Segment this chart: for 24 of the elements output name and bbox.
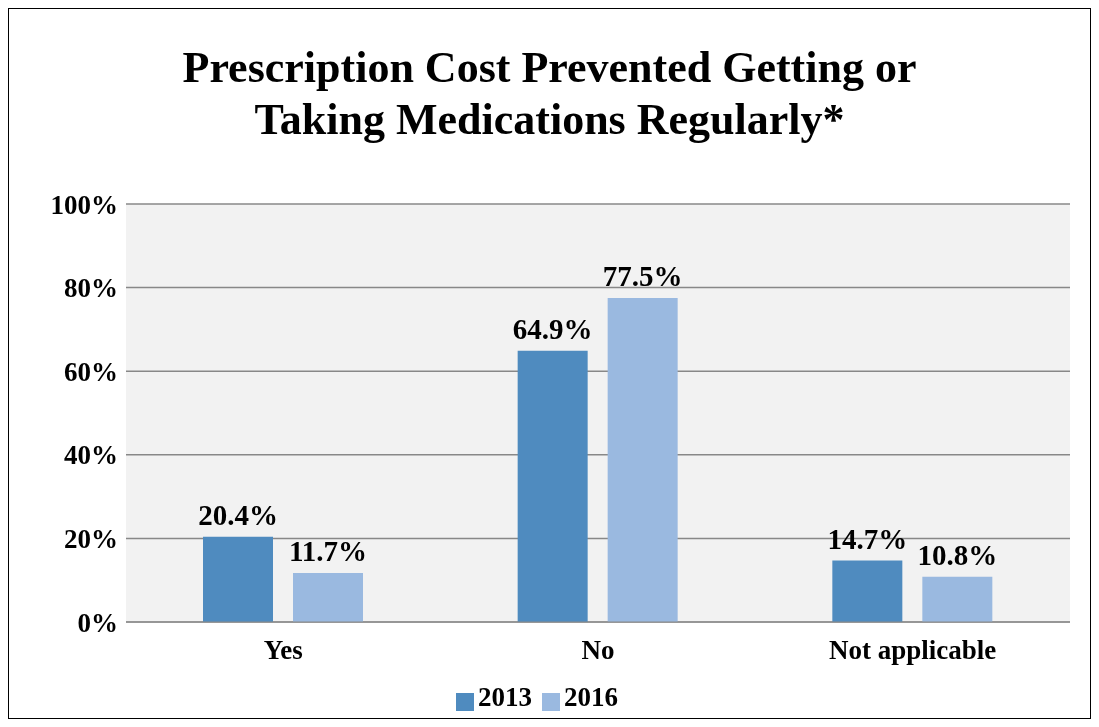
- data-label: 77.5%: [602, 260, 683, 293]
- bar: [293, 573, 363, 622]
- data-label: 11.7%: [288, 535, 368, 568]
- y-tick-label: 20%: [64, 523, 118, 554]
- legend-label: 2013: [478, 682, 532, 712]
- x-tick-label: Yes: [263, 635, 303, 666]
- x-tick-label: No: [581, 635, 615, 666]
- y-tick-label: 0%: [77, 607, 118, 638]
- data-label: 20.4%: [198, 498, 278, 531]
- chart-title: Prescription Cost Prevented Getting or Taking Medications Regularly*: [181, 42, 918, 146]
- bar: [203, 536, 273, 622]
- data-label: 14.7%: [827, 522, 908, 555]
- bar: [832, 560, 903, 622]
- y-tick-label: 100%: [50, 189, 118, 220]
- legend-label: 2016: [564, 682, 618, 712]
- y-tick-label: 80%: [64, 273, 118, 304]
- bar: [922, 576, 993, 622]
- data-label: 64.9%: [512, 312, 593, 345]
- bar: [607, 298, 678, 622]
- y-tick-label: 60%: [64, 356, 118, 387]
- data-label: 10.8%: [917, 538, 998, 571]
- y-tick-label: 40%: [64, 440, 118, 471]
- bar: [517, 350, 588, 622]
- x-tick-label: Not applicable: [829, 635, 997, 666]
